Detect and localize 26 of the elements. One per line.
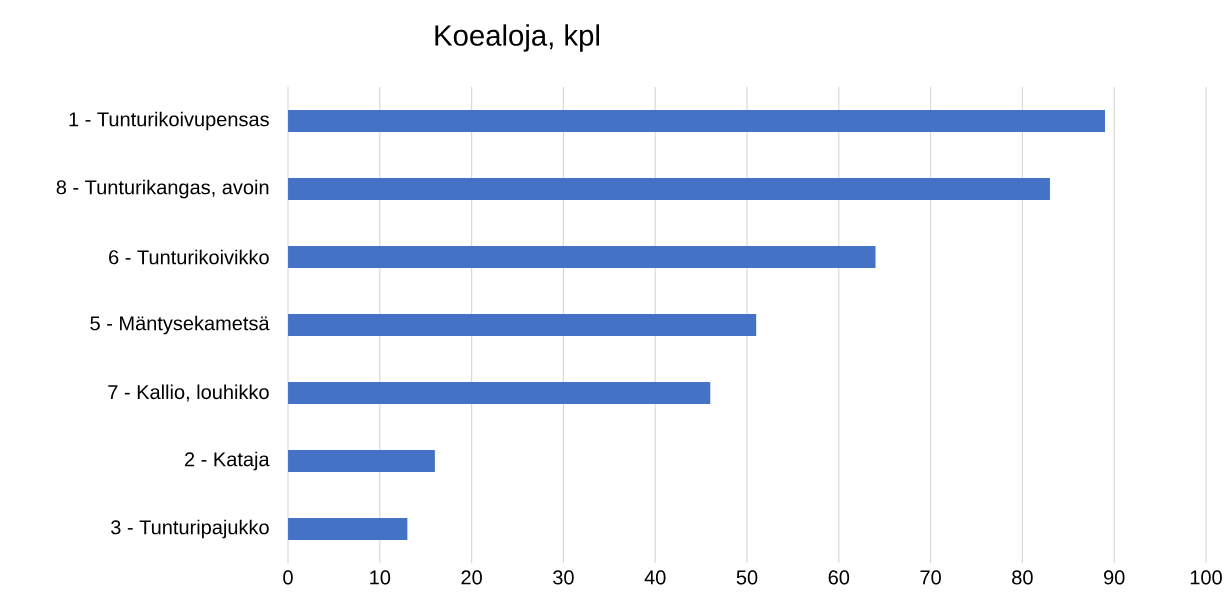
bar (288, 518, 408, 540)
y-tick-label: 7 - Kallio, louhikko (108, 384, 269, 402)
x-tick-label: 80 (1012, 570, 1033, 585)
x-tick-label: 70 (920, 570, 941, 585)
x-tick-label: 20 (461, 570, 482, 585)
bar (288, 110, 1106, 132)
x-tick-label: 100 (1190, 570, 1222, 585)
y-tick-label: 1 - Tunturikoivupensas (69, 111, 269, 131)
x-tick-label: 60 (828, 570, 850, 585)
bar (288, 314, 757, 336)
bar (288, 178, 1050, 200)
y-tick-label: 8 - Tunturikangas, avoin (56, 179, 269, 199)
y-tick-label: 6 - Tunturikoivikko (109, 249, 269, 265)
y-tick-label: 3 - Tunturipajukko (111, 519, 269, 539)
y-tick-label: 2 - Kataja (185, 451, 270, 471)
chart-title: Koealoja, kpl (435, 24, 599, 52)
x-tick-label: 50 (736, 570, 758, 585)
y-tick-label: 5 - Mäntysekametsä (90, 315, 270, 335)
bar (288, 246, 876, 268)
bar (288, 382, 711, 404)
x-tick-label: 40 (644, 570, 666, 585)
x-tick-label: 10 (370, 570, 391, 585)
bar (288, 449, 435, 472)
x-tick-label: 30 (553, 570, 574, 585)
x-tick-label: 0 (283, 570, 293, 585)
x-tick-label: 90 (1104, 570, 1125, 585)
